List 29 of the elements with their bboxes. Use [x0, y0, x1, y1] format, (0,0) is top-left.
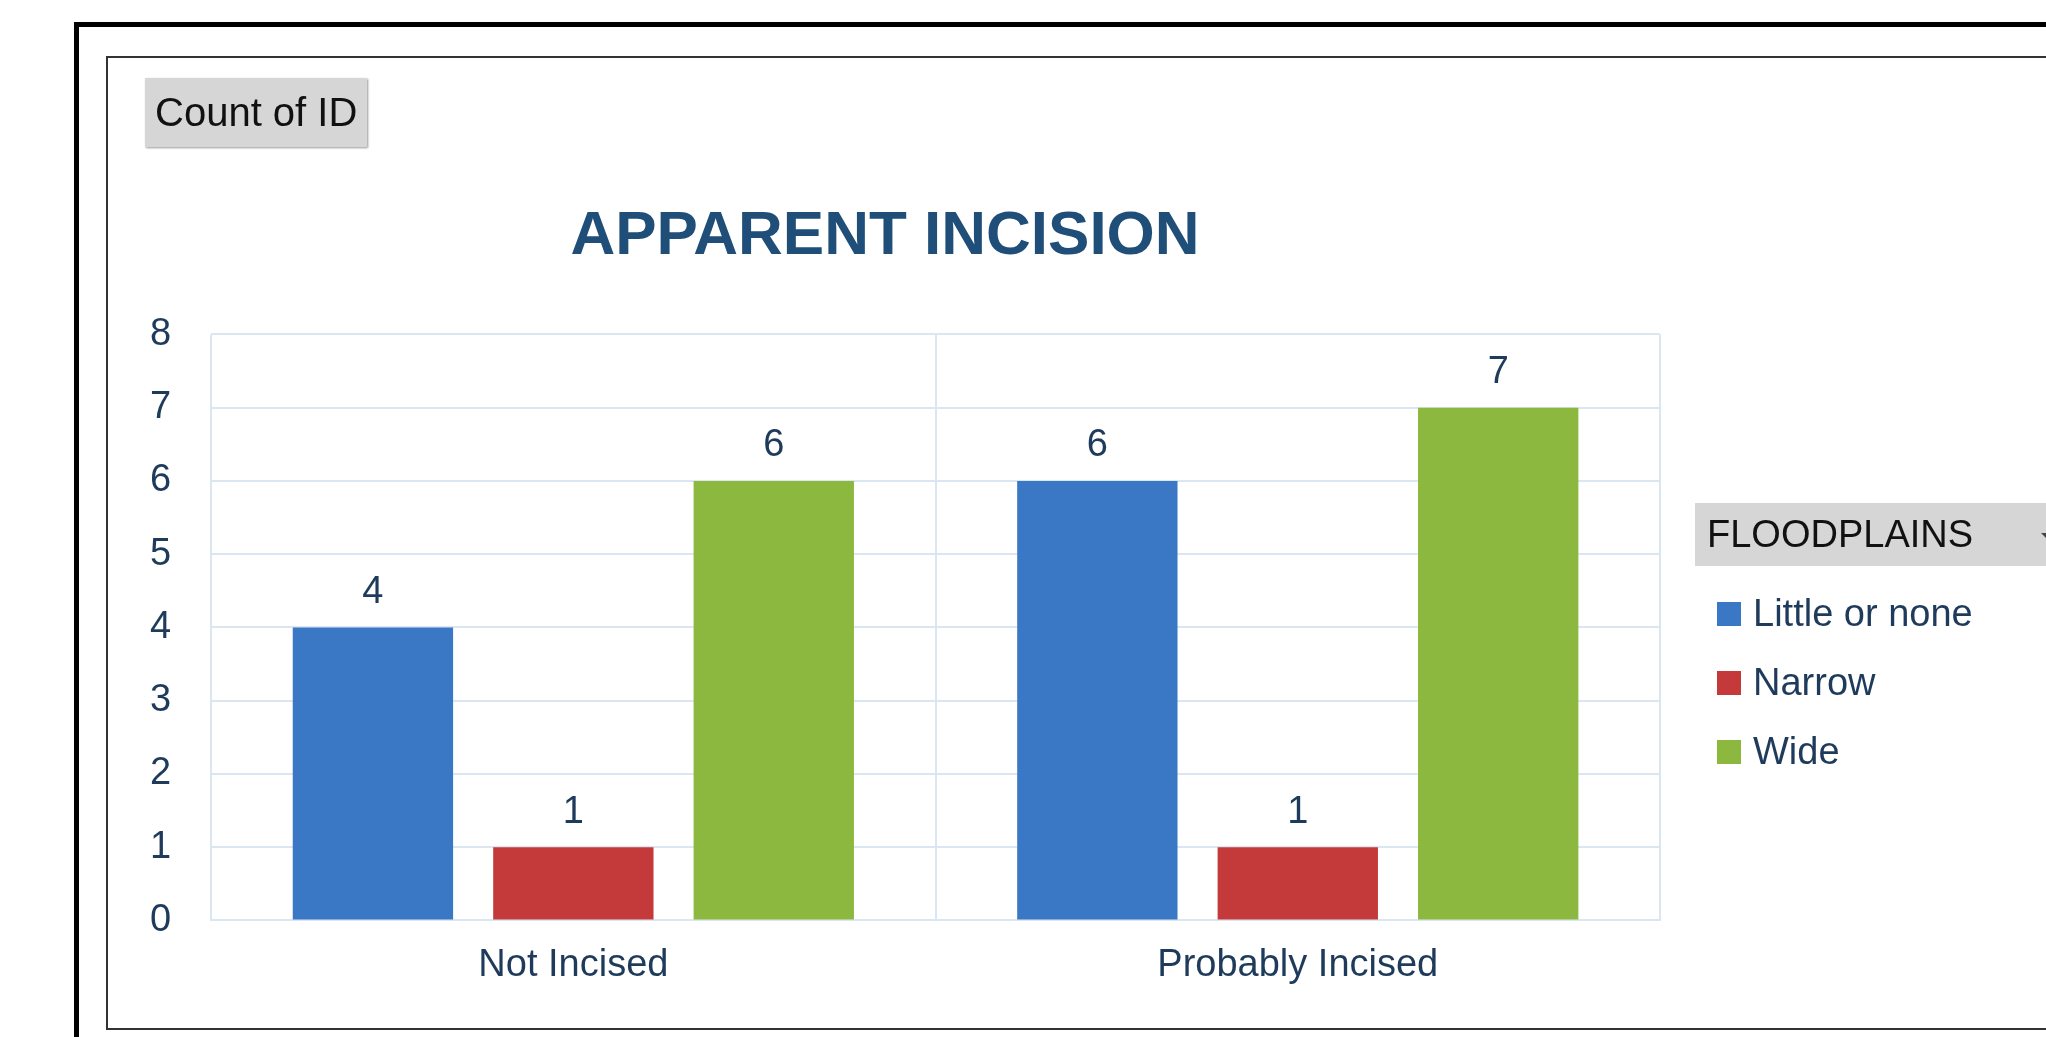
- legend-label: Little or none: [1753, 592, 1973, 635]
- data-label: 4: [362, 568, 384, 611]
- bar: [1217, 847, 1378, 920]
- x-tick-label: Probably Incised: [1157, 941, 1439, 984]
- data-label: 1: [1287, 788, 1309, 831]
- bar: [292, 627, 454, 920]
- y-tick-label: 2: [149, 750, 172, 793]
- y-tick-label: 4: [149, 603, 172, 646]
- bar: [493, 847, 654, 920]
- y-tick-label: 5: [149, 530, 172, 573]
- legend-title: FLOODPLAINS: [1695, 503, 2046, 566]
- bar: [1017, 480, 1178, 920]
- bar: [1418, 407, 1579, 920]
- text: Count of ID: [145, 78, 368, 147]
- data-label: 7: [1487, 349, 1509, 392]
- data-label: 6: [763, 422, 785, 465]
- y-tick-label: 7: [149, 384, 172, 427]
- data-label: 1: [562, 788, 584, 831]
- data-label: 6: [1086, 422, 1108, 465]
- bar: [693, 480, 854, 920]
- chart-title: APPARENT INCISION: [570, 198, 1200, 268]
- y-tick-label: 0: [149, 896, 172, 939]
- y-tick-label: 1: [149, 823, 172, 866]
- legend-label: Narrow: [1753, 661, 1876, 704]
- x-tick-label: Not Incised: [478, 941, 669, 984]
- y-tick-label: 8: [149, 310, 172, 353]
- legend-label: Wide: [1753, 730, 1840, 773]
- y-tick-label: 3: [149, 677, 172, 720]
- y-tick-label: 6: [149, 457, 172, 500]
